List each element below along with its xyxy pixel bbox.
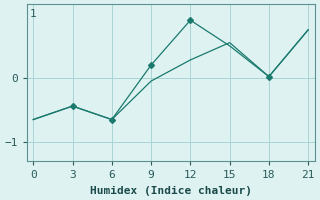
Text: 1: 1 xyxy=(29,9,36,19)
X-axis label: Humidex (Indice chaleur): Humidex (Indice chaleur) xyxy=(90,186,252,196)
